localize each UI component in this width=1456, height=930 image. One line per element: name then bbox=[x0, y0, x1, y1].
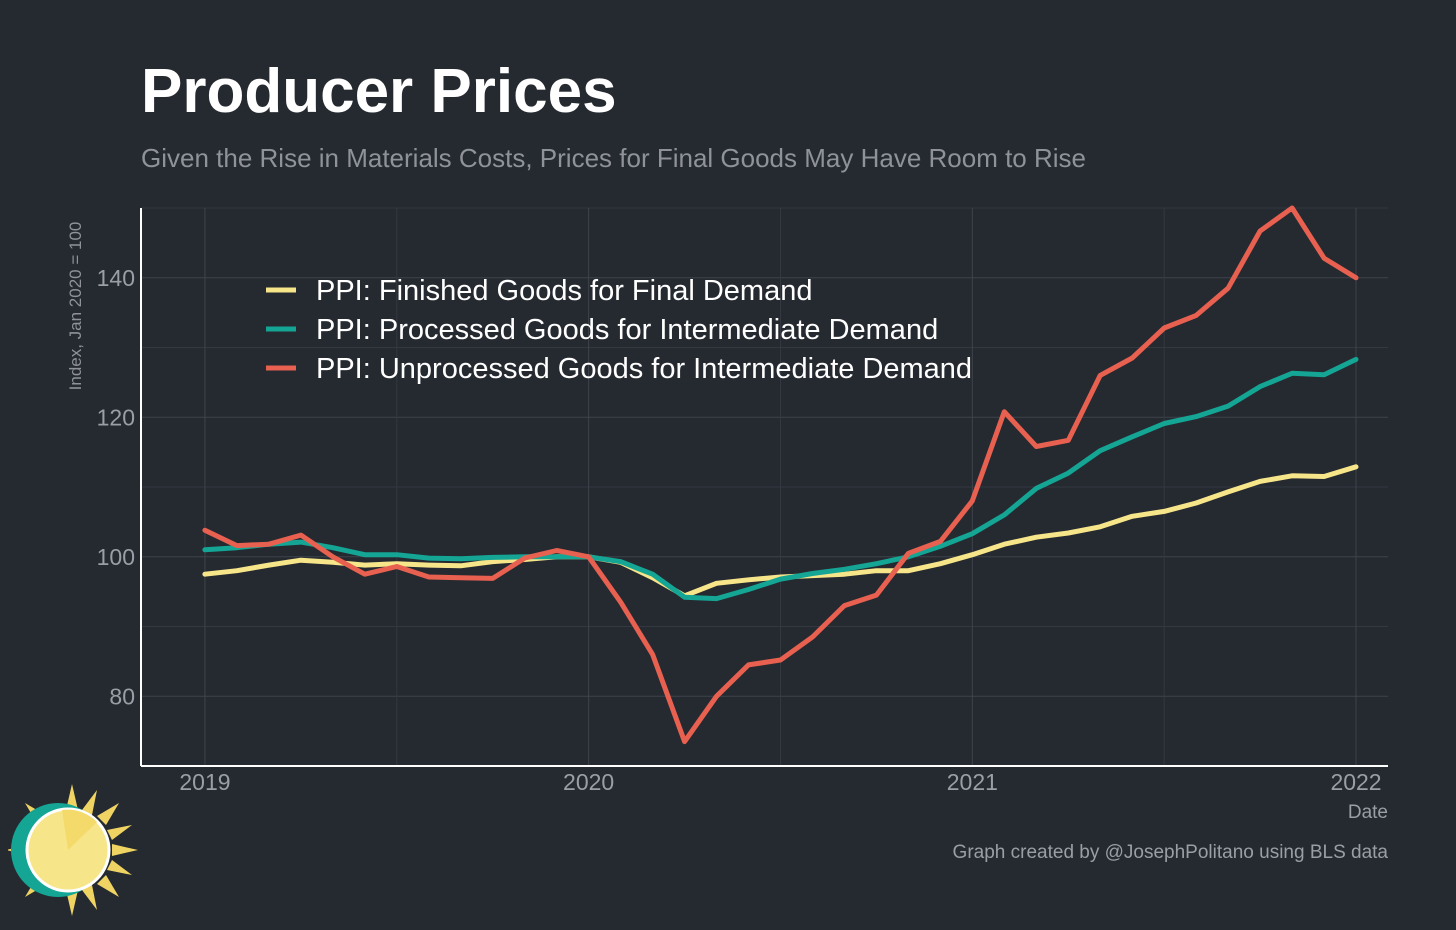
series-line-3 bbox=[202, 205, 1359, 745]
grid-lines bbox=[141, 207, 1388, 766]
x-axis-label: Date bbox=[1348, 802, 1388, 823]
legend: PPI: Finished Goods for Final Demand PPI:… bbox=[266, 275, 972, 385]
legend-label: PPI: Unprocessed Goods for Intermediate … bbox=[316, 353, 972, 385]
chart-subtitle: Given the Rise in Materials Costs, Price… bbox=[141, 143, 1087, 173]
y-axis-label: Index, Jan 2020 = 100 bbox=[66, 222, 85, 391]
x-tick-label: 2020 bbox=[563, 769, 614, 795]
series-line-2 bbox=[202, 356, 1359, 602]
series-lines bbox=[202, 205, 1359, 745]
x-tick-label: 2021 bbox=[947, 769, 998, 795]
y-tick-label: 100 bbox=[97, 544, 135, 570]
legend-label: PPI: Processed Goods for Intermediate De… bbox=[316, 314, 938, 346]
x-tick-label: 2022 bbox=[1330, 769, 1381, 795]
legend-label: PPI: Finished Goods for Final Demand bbox=[316, 275, 812, 307]
sun-icon bbox=[8, 784, 138, 916]
axes: 80 100 120 140 2019 2020 2021 2022 bbox=[97, 208, 1388, 795]
credit-text: Graph created by @JosephPolitano using B… bbox=[952, 842, 1388, 863]
y-tick-label: 80 bbox=[109, 683, 135, 709]
x-tick-label: 2019 bbox=[179, 769, 230, 795]
chart-title: Producer Prices bbox=[141, 57, 617, 126]
y-tick-label: 140 bbox=[97, 265, 135, 291]
y-tick-label: 120 bbox=[97, 404, 135, 430]
